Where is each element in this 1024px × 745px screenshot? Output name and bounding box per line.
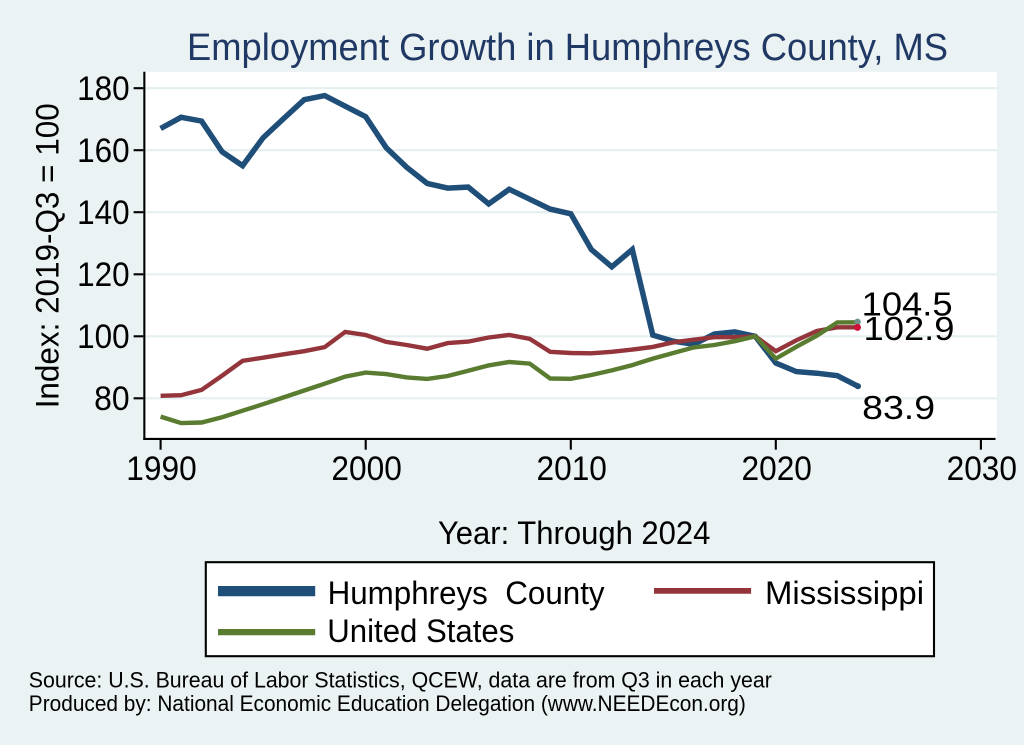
svg-text:Humphreys County: Humphreys County [328,575,605,611]
svg-text:80: 80 [94,380,130,418]
svg-text:2020: 2020 [742,450,812,488]
svg-text:2010: 2010 [537,450,607,488]
svg-text:Source: U.S. Bureau of Labor S: Source: U.S. Bureau of Labor Statistics,… [29,667,772,692]
svg-text:102.9: 102.9 [864,310,955,347]
svg-text:Year: Through 2024: Year: Through 2024 [438,515,711,551]
svg-text:120: 120 [77,256,130,294]
svg-text:2030: 2030 [947,450,1017,488]
svg-text:140: 140 [77,194,130,232]
svg-text:83.9: 83.9 [862,389,935,426]
svg-text:104.5: 104.5 [862,286,953,323]
svg-text:Mississippi: Mississippi [765,575,924,611]
svg-text:Produced by: National Economic: Produced by: National Economic Education… [29,691,746,716]
svg-text:180: 180 [77,70,130,108]
svg-text:1990: 1990 [126,450,196,488]
svg-text:160: 160 [77,132,130,170]
svg-text:100: 100 [77,318,130,356]
svg-text:Employment Growth in Humphreys: Employment Growth in Humphreys County, M… [187,27,948,69]
svg-text:United States: United States [327,613,514,649]
svg-text:2000: 2000 [331,450,401,488]
svg-text:Index: 2019-Q3 = 100: Index: 2019-Q3 = 100 [29,103,65,408]
